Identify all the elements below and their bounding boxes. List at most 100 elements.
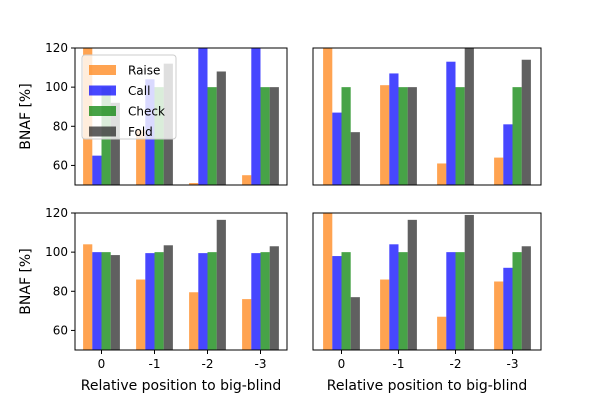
bar-series-3--2 <box>207 252 217 350</box>
y-tick-label: 80 <box>53 284 68 298</box>
bar-series-1-0 <box>83 244 93 350</box>
x-tick-label: 0 <box>338 357 346 371</box>
y-tick-label: 80 <box>53 119 68 133</box>
bar-call--2 <box>198 48 208 185</box>
y-tick-label: 120 <box>45 206 68 220</box>
bar-series-4--3 <box>521 246 531 350</box>
bar-series-3--3 <box>512 87 522 185</box>
bar-series-3-0 <box>341 87 351 185</box>
bar-series-3--1 <box>398 87 408 185</box>
bar-series-1--3 <box>242 299 252 350</box>
bar-check--2 <box>207 87 217 185</box>
x-tick-label: -1 <box>393 357 405 371</box>
x-tick-label: -2 <box>450 357 462 371</box>
bar-series-2--3 <box>251 253 261 350</box>
bar-raise--2 <box>189 183 199 185</box>
bar-series-4-0 <box>350 297 360 350</box>
legend-label-call: Call <box>128 84 150 98</box>
axes-frame <box>312 47 542 186</box>
bar-series-2--2 <box>446 61 456 185</box>
y-tick-label: 120 <box>45 41 68 55</box>
axes-frame <box>312 212 542 351</box>
legend-swatch-check <box>89 106 116 116</box>
bar-series-1-0 <box>323 213 333 350</box>
axes-frame <box>74 212 288 351</box>
bar-series-4--2 <box>464 214 474 350</box>
bar-series-4--2 <box>216 219 226 350</box>
y-tick-label: 100 <box>45 80 68 94</box>
x-tick-label: -3 <box>255 357 267 371</box>
bar-series-3-0 <box>101 252 111 350</box>
x-tick-label: -2 <box>202 357 214 371</box>
bar-series-1-0 <box>323 48 333 185</box>
bar-series-3--1 <box>154 252 164 350</box>
bar-series-3--2 <box>455 87 465 185</box>
bar-fold-0 <box>110 102 120 185</box>
bar-series-1--1 <box>380 279 390 350</box>
x-tick-label: 0 <box>98 357 106 371</box>
bar-series-3--1 <box>398 252 408 350</box>
bar-raise--1 <box>136 130 146 185</box>
bar-raise--3 <box>242 175 252 185</box>
axes-frame <box>74 47 288 186</box>
y-tick-label: 100 <box>45 245 68 259</box>
bar-series-4-0 <box>110 255 120 350</box>
bar-series-2--1 <box>145 253 155 350</box>
subplot-4: 0 -1 -2 -3 Relative position to big-blind <box>312 212 542 394</box>
y-axis-label: BNAF [%] <box>18 83 34 149</box>
bar-call-0 <box>92 155 102 185</box>
bar-series-4--1 <box>407 219 417 350</box>
y-axis-label: BNAF [%] <box>18 248 34 314</box>
bar-series-2--3 <box>503 267 513 350</box>
y-tick-label: 60 <box>53 158 68 172</box>
bar-series-4--1 <box>163 245 173 350</box>
bar-series-1--1 <box>136 279 146 350</box>
legend-label-check: Check <box>128 105 165 119</box>
bars <box>83 219 279 350</box>
bar-series-3--3 <box>260 252 270 350</box>
bar-call--3 <box>251 48 261 185</box>
x-tick-label: -3 <box>507 357 519 371</box>
bar-series-1--1 <box>380 85 390 185</box>
legend-box <box>81 54 177 140</box>
subplot-3: 60 80 100 120 BNAF [%] 0 -1 -2 -3 Relative positi… <box>18 206 288 394</box>
bar-series-2-0 <box>92 252 102 350</box>
bar-series-3--2 <box>455 252 465 350</box>
bar-series-4--2 <box>464 48 474 185</box>
bars <box>323 48 531 185</box>
bar-series-2--1 <box>389 244 399 350</box>
bar-series-2--1 <box>389 73 399 185</box>
bar-series-1--3 <box>494 157 504 185</box>
bar-check--3 <box>260 87 270 185</box>
subplot-2 <box>312 47 542 186</box>
bar-series-2--3 <box>503 124 513 185</box>
bar-series-2-0 <box>332 256 342 350</box>
bar-series-1--3 <box>494 281 504 350</box>
bar-series-4-0 <box>350 132 360 185</box>
bar-series-1--2 <box>437 316 447 350</box>
x-axis-label: Relative position to big-blind <box>81 378 281 394</box>
bar-series-3--3 <box>512 252 522 350</box>
legend-swatch-raise <box>89 65 116 75</box>
subplot-1: 60 80 100 120 BNAF [%] Raise Call Check Fold <box>18 41 288 186</box>
x-axis-label: Relative position to big-blind <box>327 378 527 394</box>
y-tick-label: 60 <box>53 323 68 337</box>
bar-series-3-0 <box>341 252 351 350</box>
x-tick-label: -1 <box>149 357 161 371</box>
bar-fold--2 <box>216 71 226 185</box>
legend-label-fold: Fold <box>128 125 153 139</box>
bar-series-4--3 <box>269 246 279 350</box>
bar-series-1--2 <box>437 163 447 185</box>
bar-series-2-0 <box>332 112 342 185</box>
bar-series-2--2 <box>198 253 208 350</box>
legend: Raise Call Check Fold <box>81 54 177 140</box>
legend-swatch-call <box>89 85 116 96</box>
bar-series-1--2 <box>189 292 199 350</box>
bar-series-4--3 <box>521 59 531 185</box>
legend-swatch-fold <box>89 126 116 137</box>
legend-label-raise: Raise <box>128 64 160 78</box>
bar-series-2--2 <box>446 252 456 350</box>
bars <box>323 213 531 350</box>
bar-series-4--1 <box>407 87 417 185</box>
